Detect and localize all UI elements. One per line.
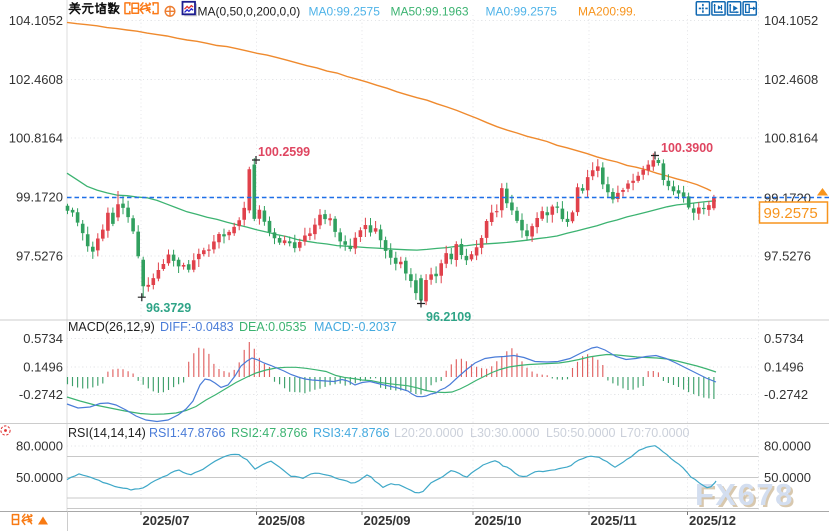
svg-text:MA0:99.2575: MA0:99.2575 bbox=[486, 5, 558, 19]
svg-text:RSI1:47.8766: RSI1:47.8766 bbox=[149, 426, 225, 440]
svg-text:2025/09: 2025/09 bbox=[364, 513, 411, 528]
svg-text:99.2575: 99.2575 bbox=[764, 205, 818, 222]
svg-text:DIFF:-0.0483: DIFF:-0.0483 bbox=[160, 320, 234, 334]
svg-text:0.1496: 0.1496 bbox=[764, 360, 804, 375]
svg-text:100.2599: 100.2599 bbox=[258, 145, 310, 159]
svg-text:104.1052: 104.1052 bbox=[9, 13, 63, 28]
svg-text:MACD(26,12,9): MACD(26,12,9) bbox=[68, 320, 155, 334]
svg-text:RSI3:47.8766: RSI3:47.8766 bbox=[313, 426, 389, 440]
svg-text:104.1052: 104.1052 bbox=[764, 13, 818, 28]
svg-text:MA0:99.2575: MA0:99.2575 bbox=[309, 5, 381, 19]
svg-text:FX678: FX678 bbox=[695, 477, 794, 512]
svg-text:80.0000: 80.0000 bbox=[764, 438, 811, 453]
svg-text:99.1720: 99.1720 bbox=[16, 190, 63, 205]
svg-text:DEA:0.0535: DEA:0.0535 bbox=[239, 320, 306, 334]
svg-text:100.3900: 100.3900 bbox=[661, 141, 713, 155]
svg-text:102.4608: 102.4608 bbox=[764, 72, 818, 87]
svg-text:MA50:99.1963: MA50:99.1963 bbox=[391, 5, 469, 19]
svg-text:MA(0,50,0,200,0,0): MA(0,50,0,200,0,0) bbox=[198, 5, 301, 19]
svg-text:-0.2742: -0.2742 bbox=[764, 387, 808, 402]
svg-text:80.0000: 80.0000 bbox=[16, 438, 63, 453]
svg-text:L50:50.0000: L50:50.0000 bbox=[546, 426, 616, 440]
svg-text:0.5734: 0.5734 bbox=[764, 331, 804, 346]
svg-text:L20:20.0000: L20:20.0000 bbox=[394, 426, 464, 440]
svg-text:97.5276: 97.5276 bbox=[764, 248, 811, 263]
svg-text:MACD:-0.2037: MACD:-0.2037 bbox=[314, 320, 397, 334]
svg-text:2025/12: 2025/12 bbox=[689, 513, 736, 528]
svg-text:2025/11: 2025/11 bbox=[591, 513, 637, 528]
svg-text:RSI2:47.8766: RSI2:47.8766 bbox=[231, 426, 307, 440]
svg-text:50.0000: 50.0000 bbox=[764, 470, 811, 485]
svg-text:L70:70.0000: L70:70.0000 bbox=[620, 426, 690, 440]
svg-text:0.1496: 0.1496 bbox=[23, 360, 63, 375]
svg-text:2025/07: 2025/07 bbox=[143, 513, 190, 528]
svg-text:96.3729: 96.3729 bbox=[146, 301, 191, 315]
svg-text:2025/10: 2025/10 bbox=[475, 513, 522, 528]
svg-text:2025/08: 2025/08 bbox=[258, 513, 305, 528]
svg-text:102.4608: 102.4608 bbox=[9, 72, 63, 87]
svg-text:100.8164: 100.8164 bbox=[9, 131, 63, 146]
svg-text:96.2109: 96.2109 bbox=[426, 310, 471, 324]
svg-text:0.5734: 0.5734 bbox=[23, 331, 63, 346]
svg-text:MA200:99.: MA200:99. bbox=[578, 5, 636, 19]
svg-text:50.0000: 50.0000 bbox=[16, 470, 63, 485]
svg-text:97.5276: 97.5276 bbox=[16, 248, 63, 263]
svg-text:L30:30.0000: L30:30.0000 bbox=[470, 426, 540, 440]
svg-text:RSI(14,14,14): RSI(14,14,14) bbox=[68, 426, 146, 440]
svg-text:100.8164: 100.8164 bbox=[764, 131, 818, 146]
svg-text:-0.2742: -0.2742 bbox=[19, 387, 63, 402]
